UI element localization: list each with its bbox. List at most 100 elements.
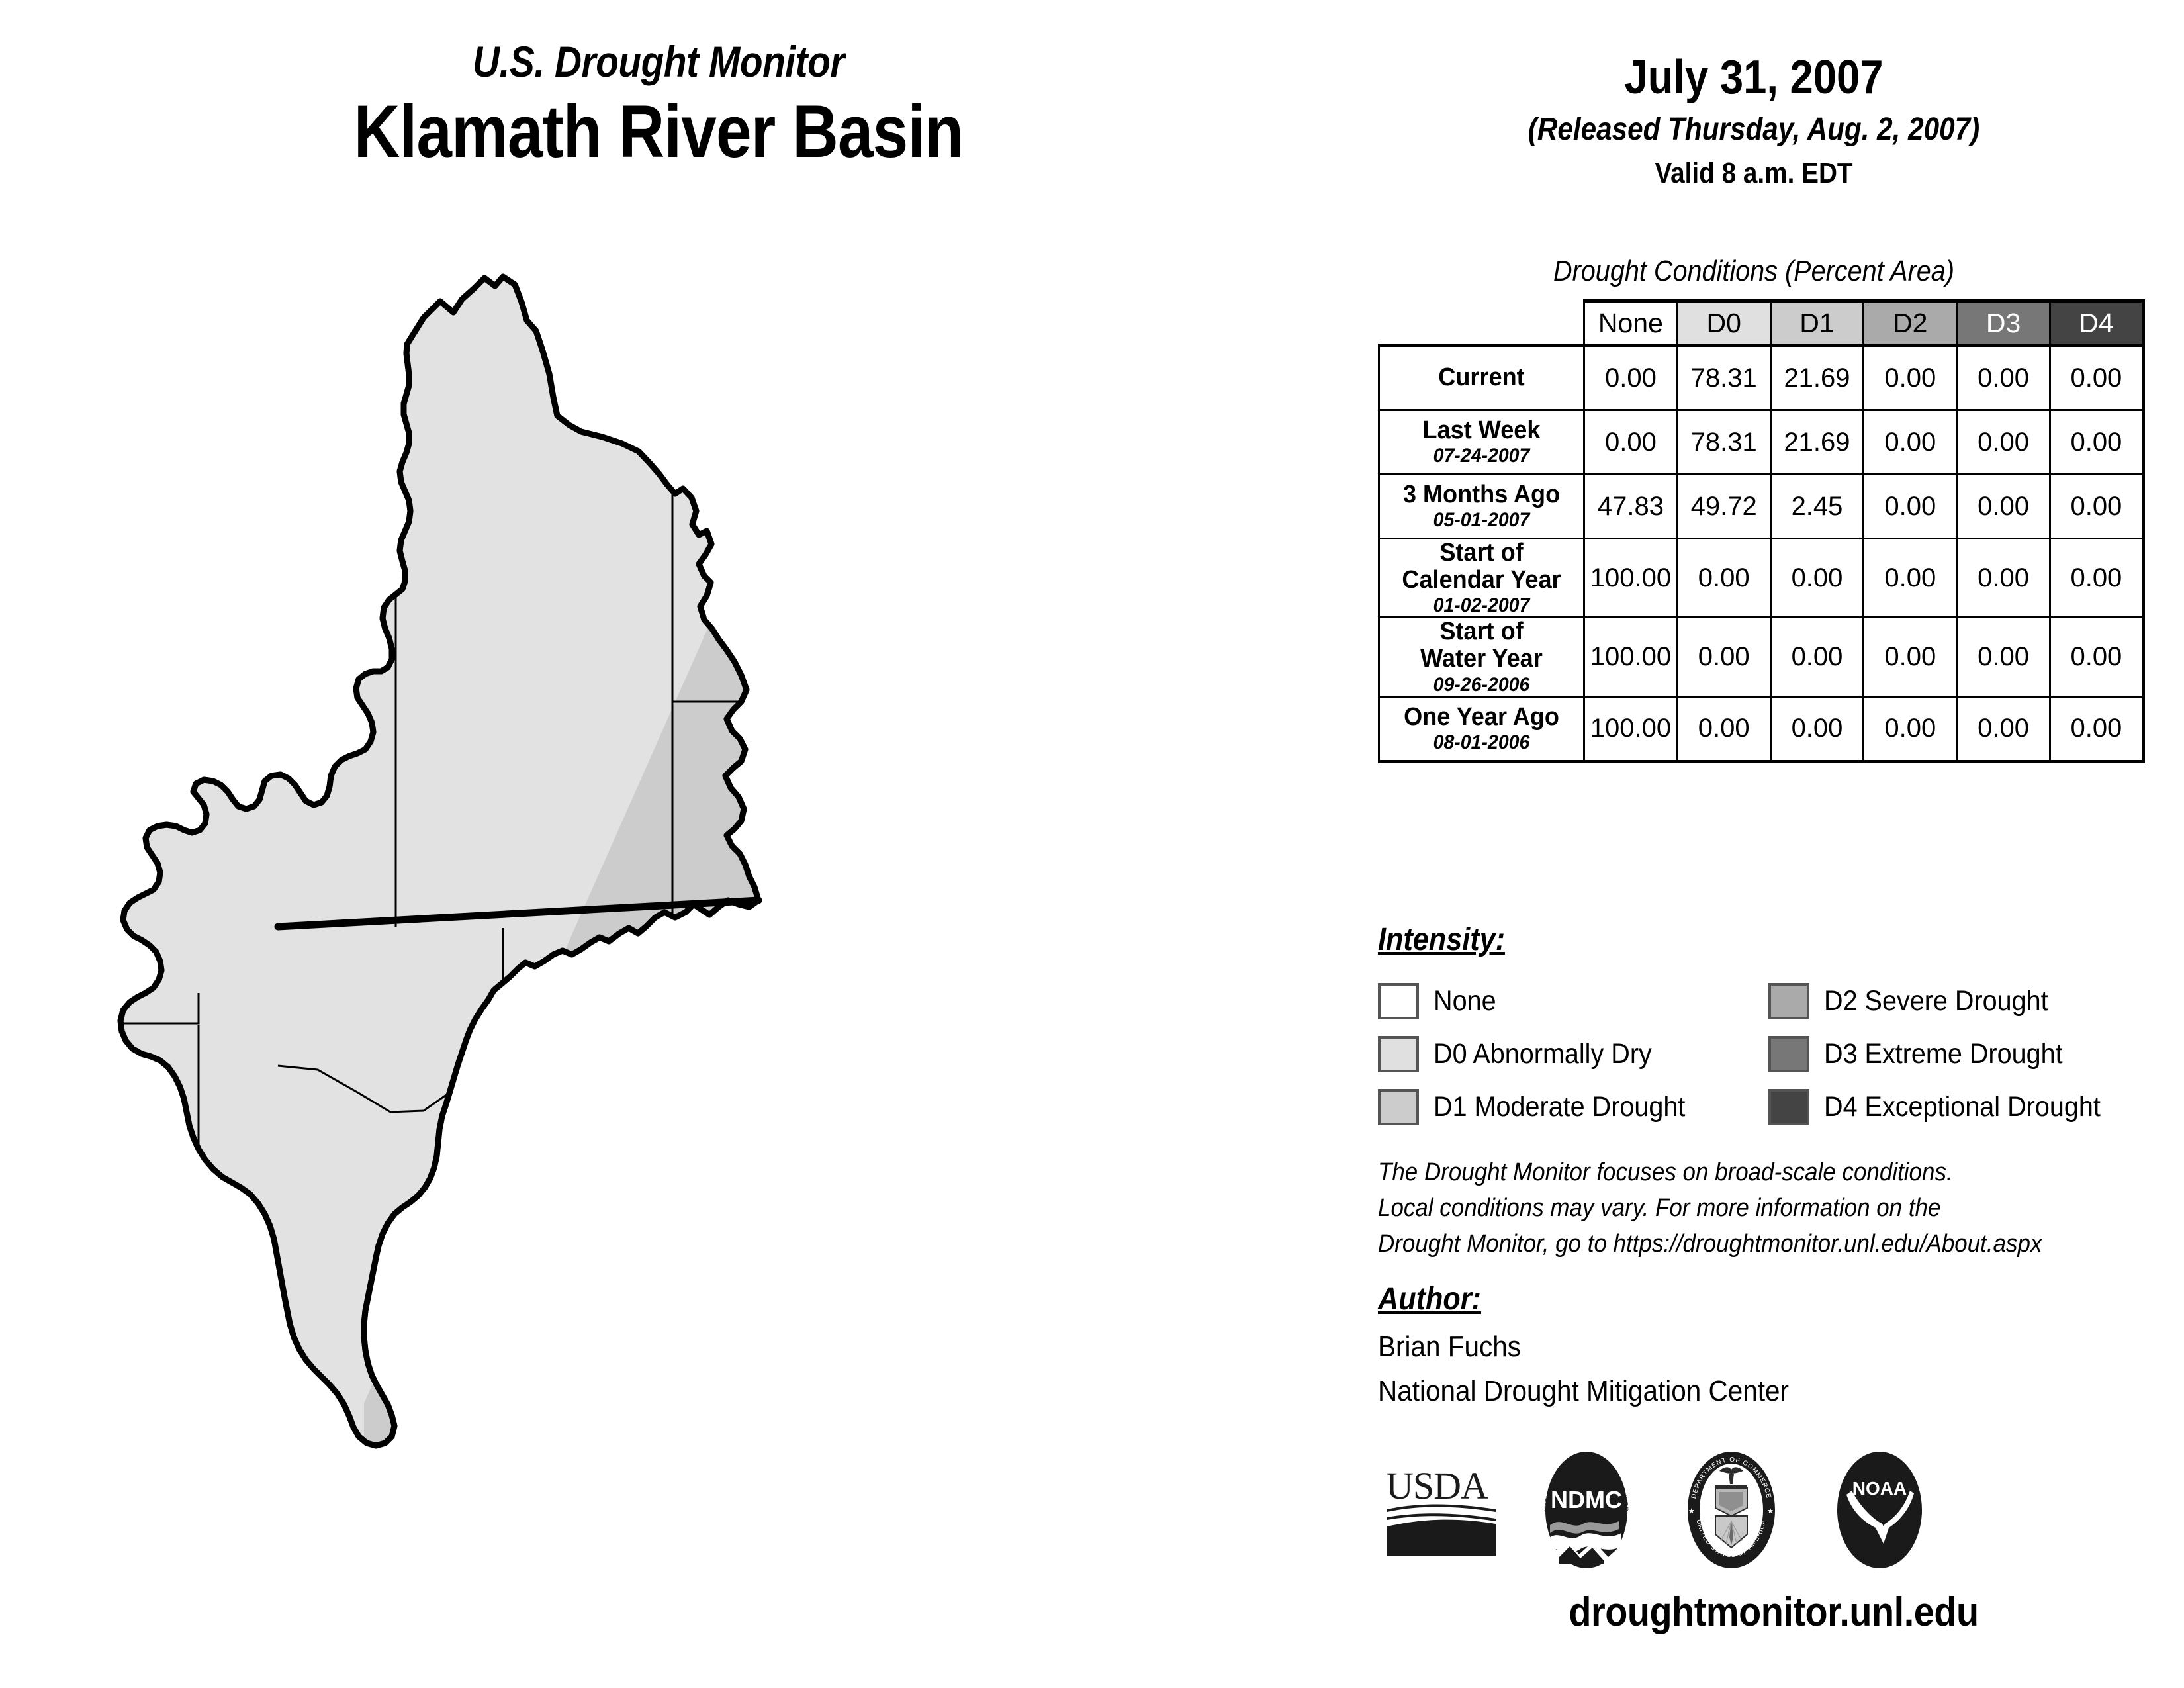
cell-d0: 0.00	[1676, 695, 1772, 763]
cell-d3: 0.00	[1956, 695, 2051, 763]
legend-label: None	[1433, 984, 1496, 1017]
intensity-heading: Intensity:	[1378, 922, 1506, 957]
row-label-date: 05-01-2007	[1433, 509, 1530, 532]
map-panel: U.S. Drought Monitor Klamath River Basin	[79, 37, 1284, 1496]
legend-label: D1 Moderate Drought	[1433, 1090, 1686, 1123]
cell-d2: 0.00	[1862, 537, 1958, 619]
row-label-date: 08-01-2006	[1433, 731, 1530, 754]
cell-d0: 0.00	[1676, 537, 1772, 619]
row-label-name: One Year Ago	[1404, 703, 1559, 731]
legend-label: D3 Extreme Drought	[1824, 1037, 2063, 1070]
cell-d1: 21.69	[1769, 409, 1865, 475]
table-row: Start of Calendar Year 01-02-2007 100.00 0.0…	[1378, 537, 2145, 619]
row-label: One Year Ago 08-01-2006	[1378, 695, 1585, 763]
legend-label: D4 Exceptional Drought	[1824, 1090, 2101, 1123]
row-label-name: Start of Calendar Year	[1402, 539, 1561, 594]
table-header-d0: D0	[1676, 299, 1772, 346]
table-row: Current 0.00 78.31 21.69 0.00 0.00 0.00	[1378, 344, 2145, 411]
legend-label: D0 Abnormally Dry	[1433, 1037, 1652, 1070]
legend-item: D3 Extreme Drought	[1768, 1027, 2159, 1080]
legend-swatch	[1768, 982, 1809, 1019]
svg-text:★: ★	[1767, 1507, 1774, 1515]
cell-d4: 0.00	[2048, 409, 2145, 475]
supertitle: U.S. Drought Monitor	[472, 37, 845, 86]
cell-d2: 0.00	[1862, 344, 1958, 411]
valid-time: Valid 8 a.m. EDT	[1655, 156, 1853, 189]
map-d0-region	[120, 277, 758, 1446]
cell-d3: 0.00	[1956, 473, 2051, 539]
cell-none: 47.83	[1583, 473, 1678, 539]
legend-item: D1 Moderate Drought	[1378, 1080, 1768, 1133]
row-label-date: 07-24-2007	[1433, 445, 1530, 467]
cell-none: 100.00	[1583, 695, 1678, 763]
legend-swatch	[1378, 1088, 1419, 1125]
table-row: One Year Ago 08-01-2006 100.00 0.00 0.00 0.00…	[1378, 695, 2145, 763]
agency-logos: USDA NATIONAL DROUGHT MITIGATION CENTER …	[1363, 1442, 2184, 1581]
row-label-name: 3 Months Ago	[1402, 481, 1561, 509]
footer-url[interactable]: droughtmonitor.unl.edu	[1569, 1589, 1979, 1635]
cell-d2: 0.00	[1862, 695, 1958, 763]
table-header-d4: D4	[2048, 299, 2145, 346]
table-header-none: None	[1583, 299, 1678, 346]
legend-swatch	[1378, 982, 1419, 1019]
cell-d4: 0.00	[2048, 344, 2145, 411]
svg-text:USDA: USDA	[1386, 1464, 1488, 1507]
cell-d0: 78.31	[1676, 344, 1772, 411]
info-panel: July 31, 2007 (Released Thursday, Aug. 2…	[1363, 0, 2184, 1688]
cell-d2: 0.00	[1862, 409, 1958, 475]
legend-label: D2 Severe Drought	[1824, 984, 2048, 1017]
cell-none: 100.00	[1583, 616, 1678, 698]
table-caption: Drought Conditions (Percent Area)	[1553, 255, 1955, 287]
legend-swatch	[1378, 1035, 1419, 1072]
table-header-d2: D2	[1862, 299, 1958, 346]
cell-d1: 0.00	[1769, 537, 1865, 619]
basin-outline	[117, 273, 762, 1449]
header-blank-cell	[1379, 301, 1584, 346]
cell-d1: 0.00	[1769, 616, 1865, 698]
author-heading: Author:	[1378, 1282, 1481, 1317]
drought-conditions-table: None D0 D1 D2 D3 D4 Current 0.00 78.31 21.69 0.00…	[1378, 299, 2145, 763]
cell-none: 0.00	[1583, 409, 1678, 475]
legend-item: D2 Severe Drought	[1768, 974, 2159, 1027]
disclaimer-line-2: Local conditions may vary. For more info…	[1378, 1194, 1941, 1222]
table-header: None D0 D1 D2 D3 D4	[1379, 299, 2145, 346]
table-header-d3: D3	[1956, 299, 2051, 346]
author-organization: National Drought Mitigation Center	[1378, 1375, 1790, 1407]
cell-d0: 0.00	[1676, 616, 1772, 698]
row-label: 3 Months Ago 05-01-2007	[1378, 473, 1585, 539]
legend-swatch	[1768, 1035, 1809, 1072]
cell-d1: 21.69	[1769, 344, 1865, 411]
row-label: Current	[1378, 344, 1585, 411]
row-label-name: Current	[1438, 363, 1525, 392]
row-label: Start of Calendar Year 01-02-2007	[1378, 537, 1585, 619]
cell-d3: 0.00	[1956, 537, 2051, 619]
svg-text:NOAA: NOAA	[1852, 1478, 1907, 1499]
row-label-name: Last Week	[1422, 416, 1541, 445]
table-body: Current 0.00 78.31 21.69 0.00 0.00 0.00 Last We…	[1378, 344, 2145, 763]
drought-map[interactable]	[79, 238, 1284, 1496]
noaa-logo: NATIONAL OCEANIC AND ATMOSPHERIC ADMINIS…	[1817, 1442, 1939, 1576]
svg-text:NDMC: NDMC	[1551, 1486, 1622, 1513]
cell-d1: 2.45	[1769, 473, 1865, 539]
cell-d4: 0.00	[2048, 537, 2145, 619]
legend-item: None	[1378, 974, 1768, 1027]
table-row: Last Week 07-24-2007 0.00 78.31 21.69 0.00 0.0…	[1378, 409, 2145, 475]
cell-none: 100.00	[1583, 537, 1678, 619]
release-date: (Released Thursday, Aug. 2, 2007)	[1527, 111, 1980, 147]
doc-logo: DEPARTMENT OF COMMERCE UNITED STATES OF …	[1672, 1447, 1791, 1576]
table-header-d1: D1	[1769, 299, 1865, 346]
cell-d4: 0.00	[2048, 616, 2145, 698]
page-title: Klamath River Basin	[353, 90, 964, 173]
row-label-date: 09-26-2006	[1433, 673, 1530, 696]
row-label: Last Week 07-24-2007	[1378, 409, 1585, 475]
date-block: July 31, 2007 (Released Thursday, Aug. 2…	[1363, 52, 2144, 190]
table-header-row: None D0 D1 D2 D3 D4	[1379, 299, 2145, 346]
row-label: Start of Water Year 09-26-2006	[1378, 616, 1585, 698]
cell-d3: 0.00	[1956, 616, 2051, 698]
row-label-name: Start of Water Year	[1420, 618, 1543, 673]
disclaimer-line-3: Drought Monitor, go to https://droughtmo…	[1378, 1229, 2042, 1258]
intensity-legend: None D2 Severe Drought D0 Abnormally Dry D3…	[1378, 974, 2159, 1133]
cell-d0: 78.31	[1676, 409, 1772, 475]
row-label-date: 01-02-2007	[1433, 594, 1530, 617]
author-name: Brian Fuchs	[1378, 1331, 1521, 1363]
